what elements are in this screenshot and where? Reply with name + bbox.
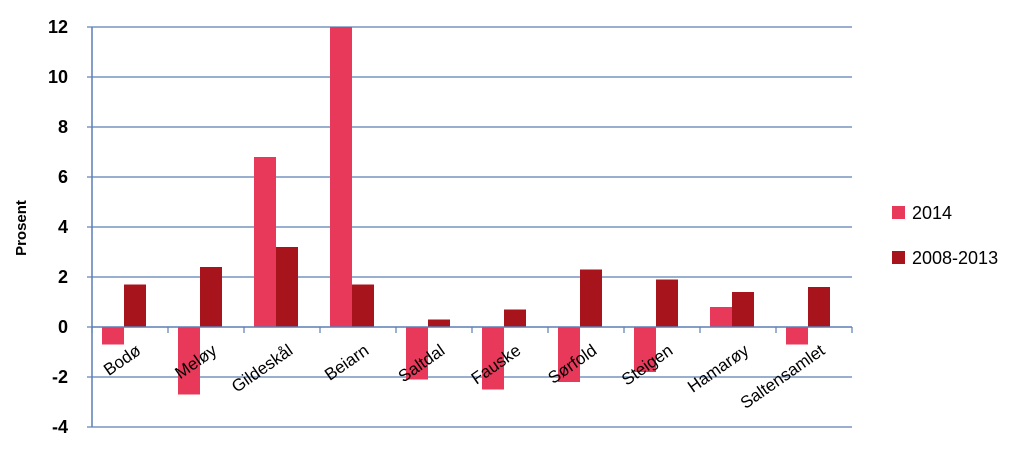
y-tick-label: 6 (58, 167, 68, 187)
legend-label-2008-2013: 2008-2013 (912, 248, 998, 268)
bar-s2008-2013-1 (200, 267, 222, 327)
y-tick-label: -2 (52, 367, 68, 387)
x-tick-label: Beiarn (321, 341, 372, 385)
y-tick-label: 4 (58, 217, 68, 237)
bar-s2008-2013-8 (732, 292, 754, 327)
legend-swatch-2008-2013 (892, 251, 905, 264)
y-tick-label: 8 (58, 117, 68, 137)
bar-s2008-2013-4 (428, 320, 450, 328)
y-axis-title: Prosent (13, 200, 30, 256)
bar-s2008-2013-6 (580, 270, 602, 328)
bar-s2008-2013-0 (124, 285, 146, 328)
y-tick-label: 0 (58, 317, 68, 337)
bar-s2014-0 (102, 327, 124, 345)
legend: 2014 2008-2013 (892, 203, 998, 268)
x-tick-label: Bodø (100, 341, 144, 380)
bar-s2014-9 (786, 327, 808, 345)
y-tick-labels: 12 10 8 6 4 2 0 -2 -4 (48, 17, 68, 437)
y-tick-label: 2 (58, 267, 68, 287)
bar-s2008-2013-2 (276, 247, 298, 327)
bar-s2014-3 (330, 27, 352, 327)
y-tick-label: 12 (48, 17, 68, 37)
legend-swatch-2014 (892, 206, 905, 219)
legend-label-2014: 2014 (912, 203, 952, 223)
bar-s2008-2013-5 (504, 310, 526, 328)
y-tick-label: -4 (52, 417, 68, 437)
bars (102, 27, 830, 395)
bar-s2014-8 (710, 307, 732, 327)
y-tick-label: 10 (48, 67, 68, 87)
bar-s2008-2013-7 (656, 280, 678, 328)
gridlines (92, 27, 852, 427)
x-tick-label: Hamarøy (684, 340, 753, 396)
bar-s2014-2 (254, 157, 276, 327)
x-tick-label: Gildeskål (228, 341, 296, 397)
bar-s2008-2013-9 (808, 287, 830, 327)
bar-s2008-2013-3 (352, 285, 374, 328)
